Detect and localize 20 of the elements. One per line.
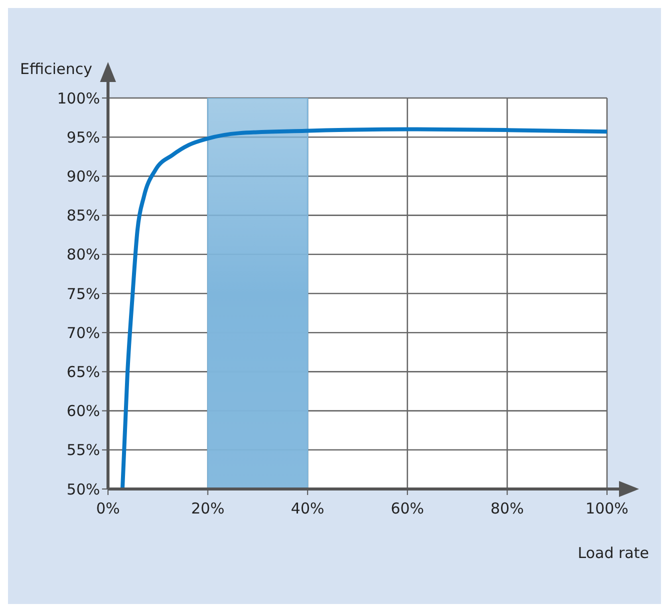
x-tick-label: 100% [586,500,628,518]
y-tick-label: 85% [66,206,100,225]
x-tick-label: 40% [290,500,324,518]
y-tick-label: 95% [66,128,100,146]
y-tick-label: 70% [66,324,100,342]
y-tick-label: 50% [66,480,100,498]
y-tick-label: 100% [57,89,100,108]
x-tick-label: 80% [490,500,524,518]
x-axis-title: Load rate [578,544,649,562]
y-tick-label: 60% [66,402,100,420]
x-tick-label: 20% [191,500,224,518]
y-tick-label: 80% [66,246,100,264]
y-tick-label: 90% [66,168,100,186]
x-tick-label: 60% [390,500,424,518]
y-tick-label: 55% [66,441,100,460]
y-tick-label: 65% [66,363,100,382]
x-tick-label: 0% [96,500,120,518]
y-axis-title: Efficiency [20,60,92,78]
y-tick-label: 75% [66,284,100,303]
line-series [120,127,607,489]
